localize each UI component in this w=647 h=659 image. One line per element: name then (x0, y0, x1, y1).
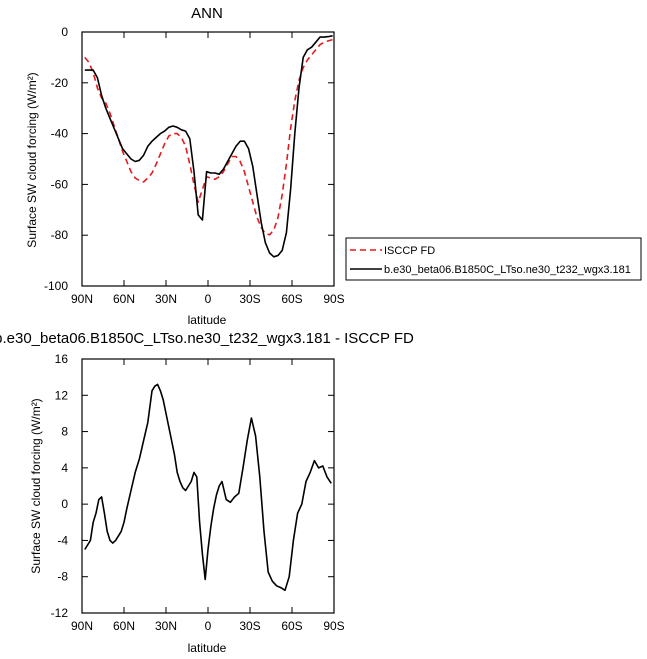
top-panel: ANN 90N 60N 30N 0 30S 60S 90S 0 -20 -40 -60 -80 -10… (25, 5, 642, 327)
bottom-x-axis-label: latitude (188, 641, 227, 655)
y-tick-label: -12 (51, 606, 69, 620)
x-tick-label: 60N (113, 619, 135, 633)
top-chart-title: ANN (191, 5, 223, 22)
bottom-y-ticks: 16 12 8 4 0 -4 -8 -12 (51, 352, 334, 620)
series-line-1 (84, 35, 333, 258)
y-tick-label: 8 (61, 425, 68, 439)
x-tick-label: 60S (281, 619, 302, 633)
bottom-y-axis-label: Surface SW cloud forcing (W/m²) (29, 398, 43, 573)
x-tick-label: 30S (239, 619, 260, 633)
y-tick-label: 0 (61, 25, 68, 39)
x-tick-label: 90N (71, 292, 93, 306)
top-x-ticks: 90N 60N 30N 0 30S 60S 90S (71, 32, 345, 306)
top-series-group (84, 35, 333, 258)
plot-frame (81, 31, 335, 287)
x-tick-label: 90S (323, 619, 344, 633)
top-plot-area (81, 31, 335, 287)
series-line-0 (84, 383, 332, 592)
top-y-ticks: 0 -20 -40 -60 -80 -100 (44, 25, 334, 293)
x-tick-label: 0 (205, 619, 212, 633)
x-tick-label: 60N (113, 292, 135, 306)
bottom-series-group (84, 383, 332, 592)
y-tick-label: 4 (61, 461, 68, 475)
x-tick-label: 90S (323, 292, 344, 306)
x-tick-label: 30N (155, 292, 177, 306)
y-tick-label: -20 (51, 76, 69, 90)
legend-label-model: b.e30_beta06.B1850C_LTso.ne30_t232_wgx3.… (384, 264, 631, 276)
series-line-0 (84, 38, 333, 236)
y-tick-label: 12 (55, 388, 69, 402)
bottom-panel: b.e30_beta06.B1850C_LTso.ne30_t232_wgx3.… (0, 330, 414, 655)
y-tick-label: -60 (51, 177, 69, 191)
top-x-axis-label: latitude (188, 313, 227, 327)
bottom-chart-title: b.e30_beta06.B1850C_LTso.ne30_t232_wgx3.… (0, 330, 414, 347)
legend-label-isccp: ISCCP FD (384, 245, 435, 257)
y-tick-label: -40 (51, 127, 69, 141)
plot-frame (81, 358, 335, 614)
y-tick-label: 0 (61, 497, 68, 511)
y-tick-label: -8 (57, 570, 68, 584)
y-tick-label: -4 (57, 533, 68, 547)
x-tick-label: 60S (281, 292, 302, 306)
bottom-x-ticks: 90N 60N 30N 0 30S 60S 90S (71, 359, 345, 633)
y-tick-label: 16 (55, 352, 69, 366)
legend-box (345, 237, 642, 281)
top-y-axis-label: Surface SW cloud forcing (W/m²) (25, 72, 39, 247)
x-tick-label: 0 (205, 292, 212, 306)
y-tick-label: -80 (51, 228, 69, 242)
bottom-plot-area (81, 358, 335, 614)
x-tick-label: 30S (239, 292, 260, 306)
legend: ISCCP FD b.e30_beta06.B1850C_LTso.ne30_t… (345, 237, 642, 281)
x-tick-label: 90N (71, 619, 93, 633)
y-tick-label: -100 (44, 279, 68, 293)
x-tick-label: 30N (155, 619, 177, 633)
